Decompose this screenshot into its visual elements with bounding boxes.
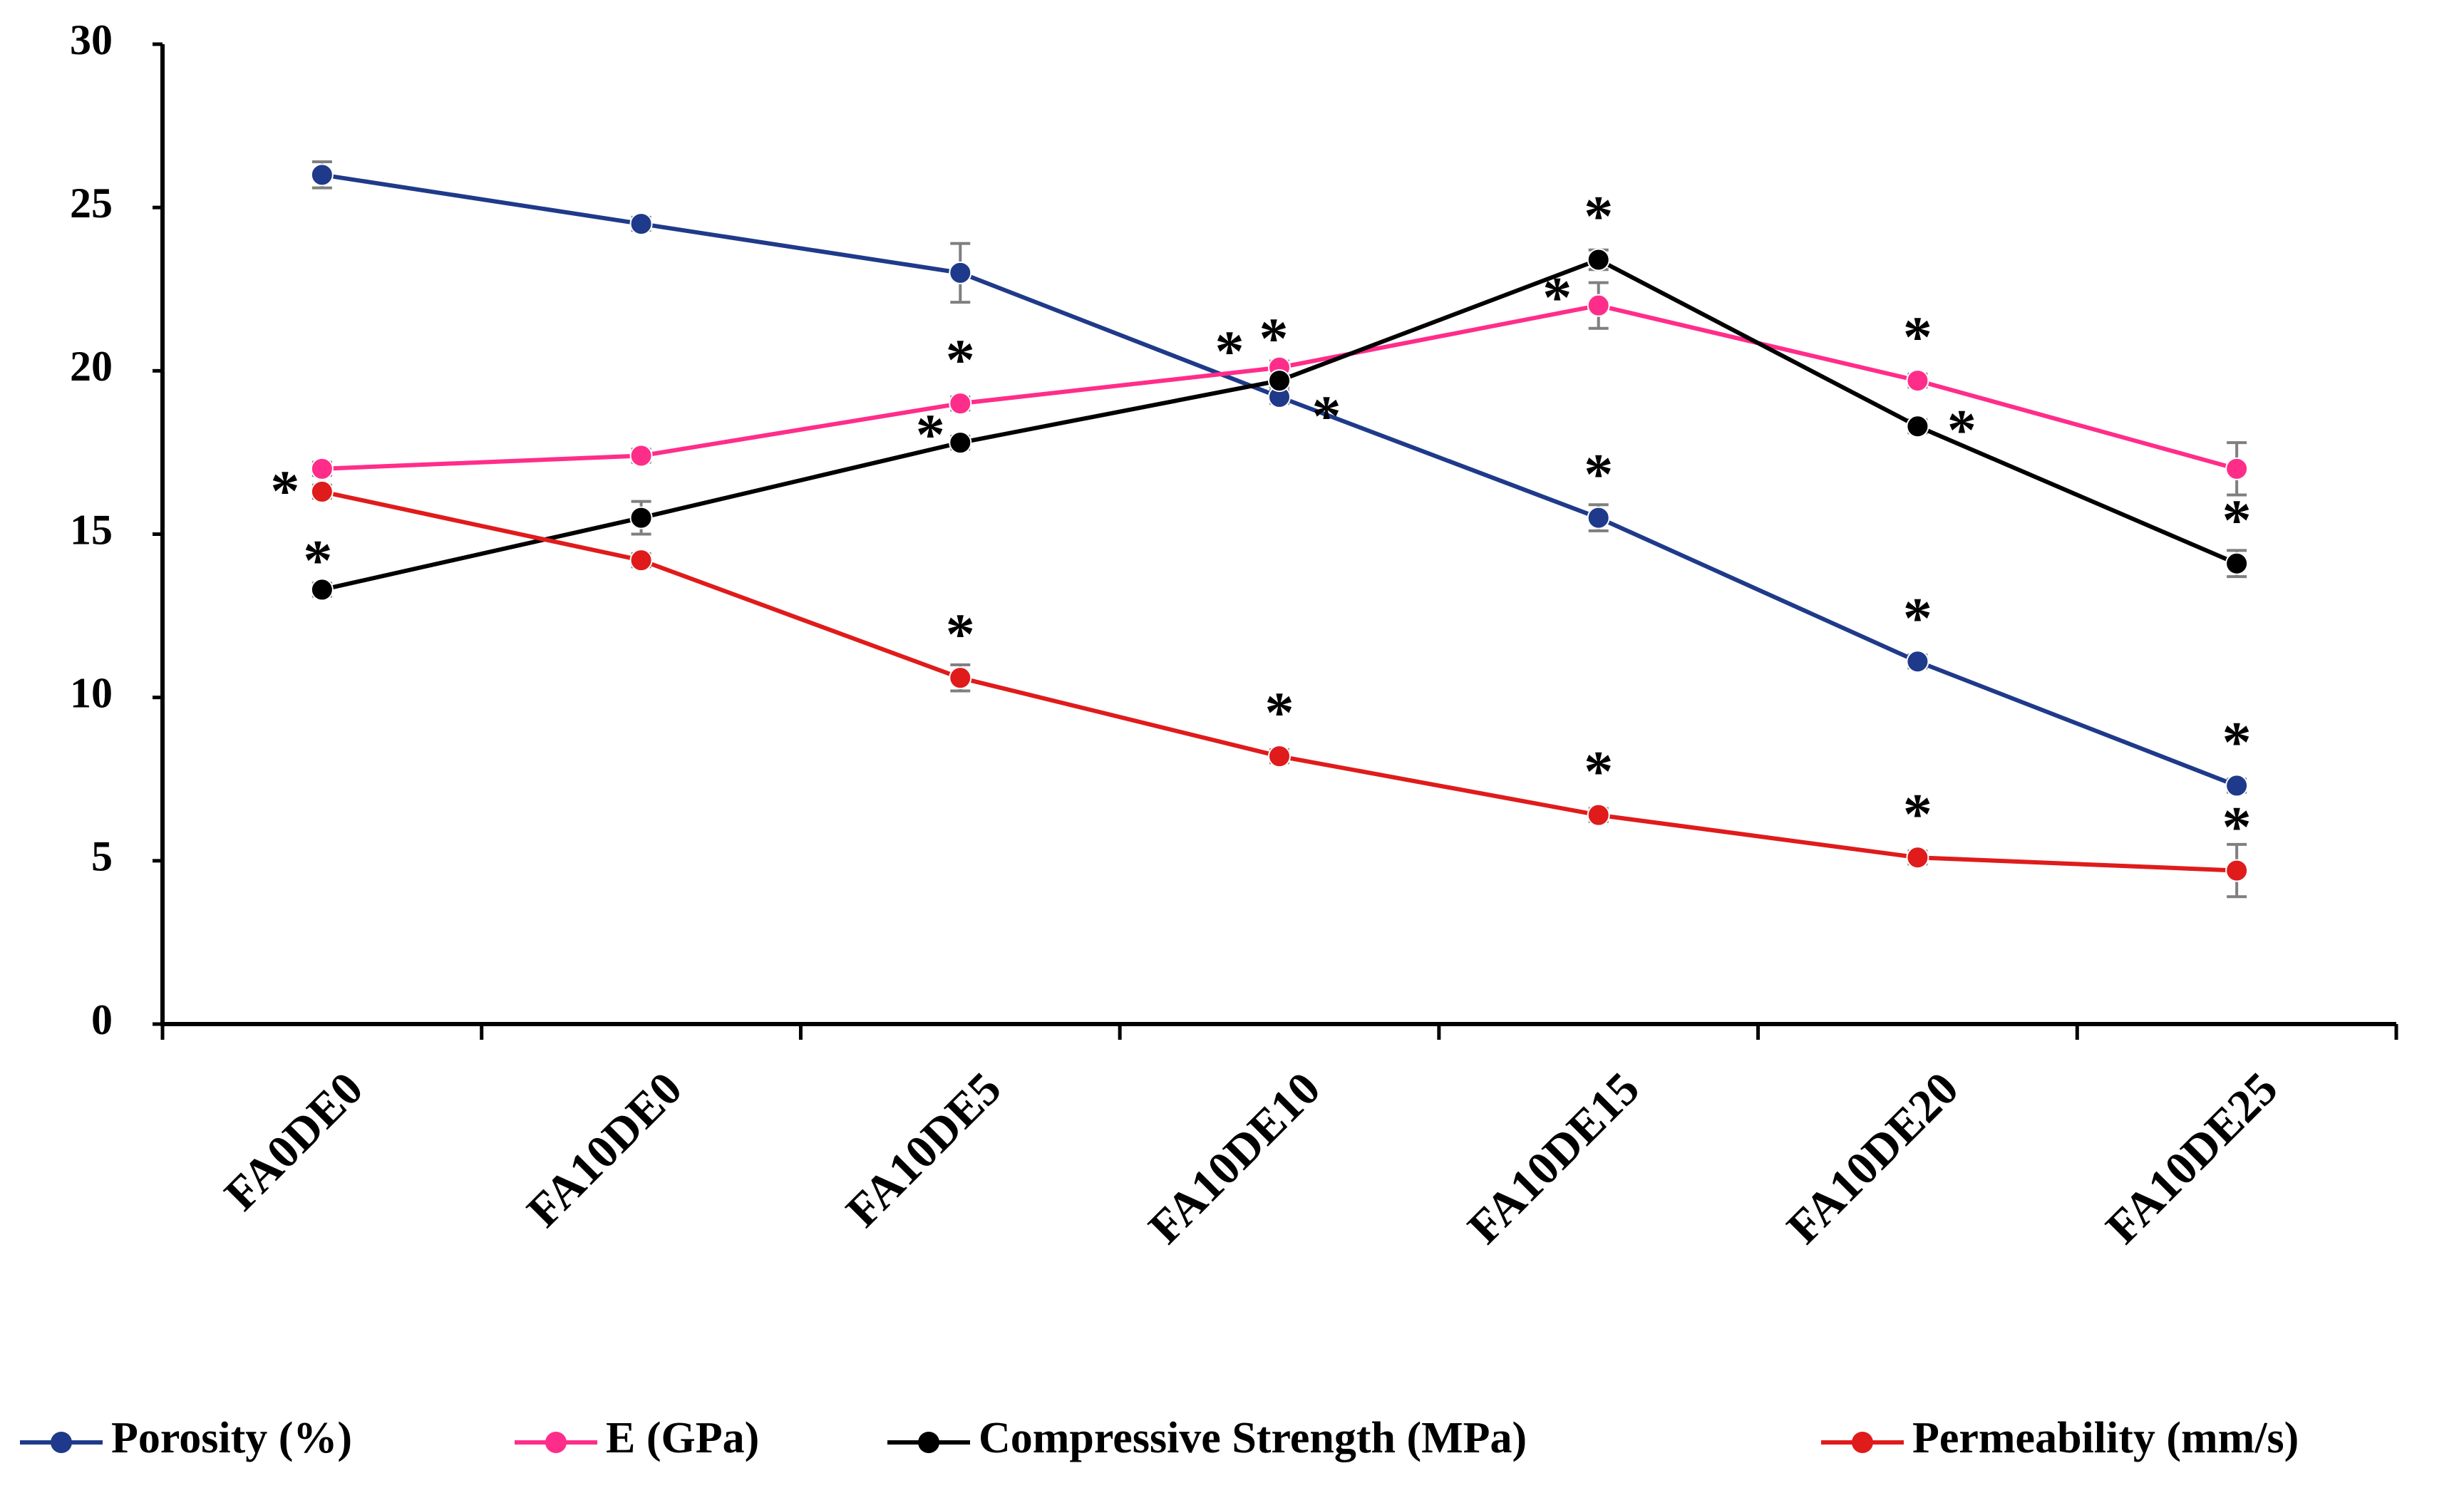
significance-marker: * [1312,383,1341,448]
x-tick-label: FA10DE25 [2096,1063,2288,1254]
significance-marker: * [1542,265,1572,330]
data-point [1906,415,1929,438]
data-point [629,549,653,572]
significance-marker: * [1584,442,1613,507]
data-point [1906,369,1929,393]
data-point [949,431,972,455]
x-tick-label: FA10DE15 [1458,1063,1650,1254]
legend-swatch-marker [51,1432,72,1453]
legend-label: Porosity (%) [111,1414,352,1462]
data-point [2225,774,2249,797]
significance-markers: ***** ************** * [270,184,2251,859]
data-point [2225,457,2249,480]
x-tick-label: FA10DE5 [837,1063,1011,1237]
data-point [1587,294,1610,317]
significance-marker: * [916,402,945,467]
data-point [2225,552,2249,575]
significance-marker: * [1947,397,1976,462]
legend-swatch-marker [545,1432,567,1453]
significance-marker: * [946,327,975,392]
y-tick-label: 0 [91,996,113,1043]
significance-marker: * [1903,304,1932,369]
significance-marker: * [1584,739,1613,804]
significance-marker: * [1903,585,1932,650]
significance-marker: * [1265,680,1294,745]
significance-marker: * [1903,781,1932,846]
significance-marker: * [2222,795,2252,859]
legend-label: Permeability (mm/s) [1912,1414,2299,1462]
significance-marker: * [2222,487,2252,552]
legend-item: E (GPa) [515,1414,759,1462]
significance-marker: * [2222,709,2252,774]
data-point [1587,803,1610,827]
legend-label: Compressive Strength (MPa) [979,1414,1527,1462]
data-point [1906,846,1929,869]
significance-marker: * [1584,184,1613,249]
data-point [949,261,972,284]
axes: 0 5 10 15 20 25 30 FA0DE0 FA10DE0 FA10DE5 FA10DE10… [70,16,2398,1254]
data-point [1268,745,1291,768]
data-point [310,163,334,187]
data-point [629,506,653,529]
data-point [310,457,334,480]
x-tick-label: FA0DE0 [215,1063,373,1221]
significance-marker: * [946,601,975,666]
significance-marker: * [303,527,332,592]
x-tick-label: FA10DE20 [1777,1063,1969,1254]
data-point [310,578,334,601]
legend-item: Porosity (%) [20,1414,352,1462]
significance-marker: * [270,458,299,523]
y-tick-label: 30 [70,16,113,63]
data-point [1587,506,1610,529]
legend-swatch-marker [1852,1432,1873,1453]
y-tick-label: 25 [70,180,113,227]
data-point [1587,248,1610,272]
significance-marker: * [1215,319,1244,383]
y-tick-label: 5 [91,833,113,880]
legend: Porosity (%) E (GPa) Compressive Strength … [20,1414,2299,1462]
x-tick-label: FA10DE0 [517,1063,692,1237]
data-point [1268,369,1291,393]
legend-item: Permeability (mm/s) [1821,1414,2299,1462]
data-point [310,480,334,503]
y-tick-label: 15 [70,506,113,553]
y-tick-label: 10 [70,669,113,716]
data-point [2225,859,2249,882]
data-points [310,163,2249,882]
data-point [949,392,972,415]
y-tick-label: 20 [70,343,113,390]
data-point [629,444,653,467]
error-bars [311,160,2247,899]
x-tick-label: FA10DE10 [1139,1063,1331,1254]
legend-label: E (GPa) [606,1414,759,1462]
legend-swatch-marker [918,1432,939,1453]
data-point [1906,650,1929,673]
data-point [629,212,653,236]
data-point [949,666,972,690]
significance-marker: * [1259,306,1289,371]
legend-item: Compressive Strength (MPa) [887,1414,1527,1462]
